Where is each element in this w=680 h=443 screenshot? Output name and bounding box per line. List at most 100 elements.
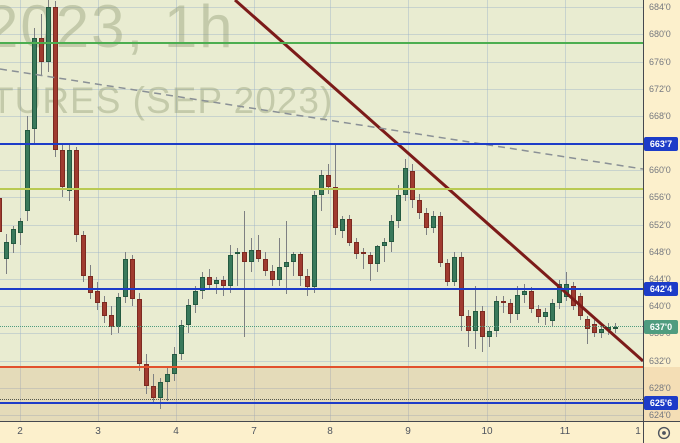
candle — [151, 386, 156, 398]
vertical-gridline — [330, 0, 331, 421]
candle — [179, 325, 184, 354]
candle — [298, 253, 303, 276]
candle — [382, 242, 387, 247]
candle — [550, 302, 555, 322]
candle — [74, 149, 79, 235]
candle — [473, 310, 478, 331]
candle — [354, 242, 359, 255]
alert-price-tag: 642'4 — [644, 282, 678, 296]
candle-wick — [363, 248, 364, 269]
dashed-trend-line[interactable] — [0, 68, 643, 170]
downtrend-line[interactable] — [234, 0, 643, 363]
horizontal-gridline — [0, 225, 643, 226]
price-axis-label: 640'0 — [649, 301, 671, 311]
vertical-gridline — [565, 0, 566, 421]
candle — [67, 149, 72, 191]
candle — [228, 254, 233, 287]
price-axis-label: 628'0 — [649, 383, 671, 393]
candle — [186, 304, 191, 326]
candle — [0, 197, 2, 232]
vertical-gridline — [176, 0, 177, 421]
blue-lower-line[interactable] — [0, 402, 643, 404]
candle — [340, 218, 345, 232]
time-axis-label: 8 — [327, 426, 333, 437]
price-axis-label: 660'0 — [649, 165, 671, 175]
candle-wick — [384, 238, 385, 262]
chart-pane[interactable]: 2023, 1h TURES (SEP 2023) — [0, 0, 643, 421]
price-axis-label: 648'0 — [649, 247, 671, 257]
candle — [165, 374, 170, 383]
candle — [256, 249, 261, 259]
candle-wick — [258, 234, 259, 262]
red-level-line[interactable] — [0, 366, 643, 369]
price-axis-label: 684'0 — [649, 2, 671, 12]
price-axis[interactable]: 684'0680'0676'0672'0668'0664'0660'0656'0… — [643, 0, 680, 421]
vertical-gridline — [98, 0, 99, 421]
time-axis-separator — [0, 421, 680, 422]
candle — [144, 363, 149, 387]
candle — [452, 257, 457, 282]
vertical-gridline — [408, 0, 409, 421]
candle — [284, 262, 289, 267]
horizontal-gridline — [0, 89, 643, 90]
candle-wick — [167, 367, 168, 402]
candle — [193, 290, 198, 305]
candle — [543, 312, 548, 318]
dotted-level-line[interactable] — [0, 398, 643, 400]
candle — [221, 279, 226, 287]
alert-price-tag: 663'7 — [644, 137, 678, 151]
candle — [81, 234, 86, 276]
candle — [249, 249, 254, 262]
horizontal-gridline — [0, 388, 643, 389]
candle — [305, 275, 310, 288]
candle — [361, 251, 366, 255]
horizontal-gridline — [0, 333, 643, 334]
time-axis-label: 7 — [251, 426, 257, 437]
horizontal-gridline — [0, 306, 643, 307]
candle — [277, 266, 282, 280]
horizontal-gridline — [0, 7, 643, 8]
candle — [417, 200, 422, 214]
candle-wick — [216, 277, 217, 294]
candle — [123, 258, 128, 297]
price-axis-label: 672'0 — [649, 84, 671, 94]
candle — [4, 241, 9, 259]
last-price-tag: 637'0 — [644, 320, 678, 334]
candle — [172, 353, 177, 375]
candle-wick — [293, 251, 294, 276]
time-axis-label: 11 — [559, 426, 571, 437]
candle — [235, 251, 240, 255]
green-level-line[interactable] — [0, 42, 643, 45]
candle — [396, 195, 401, 222]
last-price-line[interactable] — [0, 326, 643, 327]
candle — [536, 308, 541, 318]
candle — [466, 315, 471, 331]
horizontal-gridline — [0, 252, 643, 253]
candle — [312, 195, 317, 288]
candle — [585, 319, 590, 330]
blue-resistance-line[interactable] — [0, 143, 643, 145]
candle — [410, 171, 415, 201]
candle — [95, 290, 100, 304]
candle — [207, 277, 212, 285]
candle-wick — [237, 248, 238, 287]
time-axis[interactable]: 2 3 4 7 8 9 10 11 1 — [0, 421, 680, 443]
candle — [501, 300, 506, 303]
candle — [431, 215, 436, 228]
candle — [445, 262, 450, 282]
time-axis-settings-icon[interactable] — [656, 425, 672, 441]
vertical-gridline — [254, 0, 255, 421]
candle — [270, 270, 275, 280]
horizontal-gridline — [0, 361, 643, 362]
blue-support-line[interactable] — [0, 288, 643, 291]
olive-level-line[interactable] — [0, 187, 643, 190]
candle — [557, 283, 562, 303]
price-axis-label: 656'0 — [649, 192, 671, 202]
candle — [102, 302, 107, 317]
candle — [137, 299, 142, 364]
candle — [375, 246, 380, 265]
price-axis-label: 644'0 — [649, 274, 671, 284]
price-axis-label: 624'0 — [649, 410, 671, 420]
candle-wick — [286, 221, 287, 294]
candle — [459, 257, 464, 316]
